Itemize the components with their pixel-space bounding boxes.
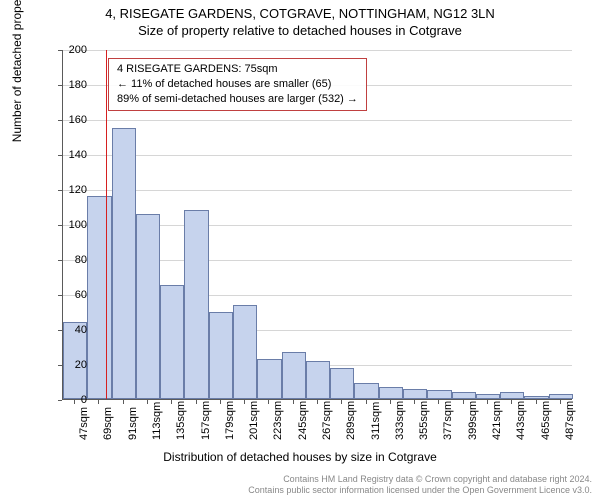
x-axis-label: Distribution of detached houses by size …	[0, 450, 600, 464]
x-tick-label: 399sqm	[467, 401, 479, 440]
x-tick-mark	[98, 400, 99, 404]
x-tick-mark	[341, 400, 342, 404]
y-tick-label: 40	[47, 324, 87, 336]
x-tick-label: 113sqm	[151, 402, 163, 440]
gridline	[63, 50, 572, 51]
y-tick-label: 20	[47, 359, 87, 371]
y-tick-label: 160	[47, 114, 87, 126]
gridline	[63, 120, 572, 121]
property-marker-line	[106, 50, 107, 399]
gridline	[63, 155, 572, 156]
y-tick-label: 180	[47, 79, 87, 91]
x-tick-mark	[390, 400, 391, 404]
histogram-bar	[476, 394, 500, 399]
y-tick-label: 80	[47, 254, 87, 266]
x-tick-label: 157sqm	[200, 401, 212, 440]
x-tick-mark	[487, 400, 488, 404]
x-tick-label: 91sqm	[127, 407, 139, 440]
x-tick-mark	[147, 400, 148, 404]
x-tick-label: 333sqm	[394, 401, 406, 440]
x-tick-label: 443sqm	[515, 401, 527, 440]
x-tick-mark	[293, 400, 294, 404]
x-tick-label: 311sqm	[370, 402, 382, 440]
x-tick-mark	[560, 400, 561, 404]
x-tick-label: 69sqm	[102, 407, 114, 440]
histogram-bar	[282, 352, 306, 399]
x-tick-label: 355sqm	[418, 401, 430, 440]
x-tick-mark	[438, 400, 439, 404]
x-tick-mark	[196, 400, 197, 404]
attribution-footer: Contains HM Land Registry data © Crown c…	[248, 474, 592, 497]
x-tick-mark	[317, 400, 318, 404]
histogram-bar	[330, 368, 354, 400]
y-axis-label: Number of detached properties	[10, 0, 24, 142]
histogram-bar	[500, 392, 524, 399]
x-tick-label: 289sqm	[345, 401, 357, 440]
x-tick-mark	[244, 400, 245, 404]
histogram-bar	[257, 359, 281, 399]
x-tick-mark	[74, 400, 75, 404]
plot-area: 4 RISEGATE GARDENS: 75sqm ← 11% of detac…	[62, 50, 572, 400]
x-tick-mark	[220, 400, 221, 404]
info-line-1: 4 RISEGATE GARDENS: 75sqm	[117, 62, 358, 77]
gridline	[63, 190, 572, 191]
x-tick-mark	[414, 400, 415, 404]
marker-info-box: 4 RISEGATE GARDENS: 75sqm ← 11% of detac…	[108, 58, 367, 111]
histogram-bar	[354, 383, 378, 399]
x-tick-mark	[536, 400, 537, 404]
x-tick-mark	[366, 400, 367, 404]
x-tick-label: 465sqm	[540, 401, 552, 440]
histogram-bar	[306, 361, 330, 400]
x-tick-label: 487sqm	[564, 401, 576, 440]
histogram-bar	[112, 128, 136, 399]
x-tick-label: 245sqm	[297, 401, 309, 440]
histogram-bar	[184, 210, 208, 399]
footer-line-2: Contains public sector information licen…	[248, 485, 592, 496]
x-tick-label: 223sqm	[272, 401, 284, 440]
x-tick-label: 179sqm	[224, 401, 236, 440]
histogram-bar	[379, 387, 403, 399]
x-tick-label: 47sqm	[78, 407, 90, 440]
x-tick-label: 267sqm	[321, 401, 333, 440]
y-tick-label: 200	[47, 44, 87, 56]
x-tick-mark	[171, 400, 172, 404]
chart-container: 4, RISEGATE GARDENS, COTGRAVE, NOTTINGHA…	[0, 0, 600, 500]
histogram-bar	[87, 196, 111, 399]
histogram-bar	[452, 392, 476, 399]
histogram-bar	[524, 396, 548, 400]
title-secondary: Size of property relative to detached ho…	[0, 23, 600, 38]
y-tick-label: 60	[47, 289, 87, 301]
x-tick-mark	[511, 400, 512, 404]
x-tick-mark	[463, 400, 464, 404]
histogram-bar	[160, 285, 184, 399]
x-tick-label: 421sqm	[491, 401, 503, 440]
x-tick-mark	[123, 400, 124, 404]
x-tick-label: 377sqm	[442, 401, 454, 440]
y-tick-label: 120	[47, 184, 87, 196]
histogram-bar	[427, 390, 451, 399]
histogram-bar	[403, 389, 427, 400]
footer-line-1: Contains HM Land Registry data © Crown c…	[248, 474, 592, 485]
x-tick-label: 201sqm	[248, 401, 260, 440]
histogram-bar	[549, 394, 573, 399]
info-line-2: ← 11% of detached houses are smaller (65…	[117, 77, 358, 92]
histogram-bar	[233, 305, 257, 400]
x-tick-label: 135sqm	[175, 401, 187, 440]
histogram-bar	[136, 214, 160, 400]
x-tick-mark	[268, 400, 269, 404]
y-tick-label: 140	[47, 149, 87, 161]
y-tick-label: 0	[47, 394, 87, 406]
info-line-3: 89% of semi-detached houses are larger (…	[117, 92, 358, 107]
title-primary: 4, RISEGATE GARDENS, COTGRAVE, NOTTINGHA…	[0, 0, 600, 21]
histogram-bar	[209, 312, 233, 400]
y-tick-label: 100	[47, 219, 87, 231]
